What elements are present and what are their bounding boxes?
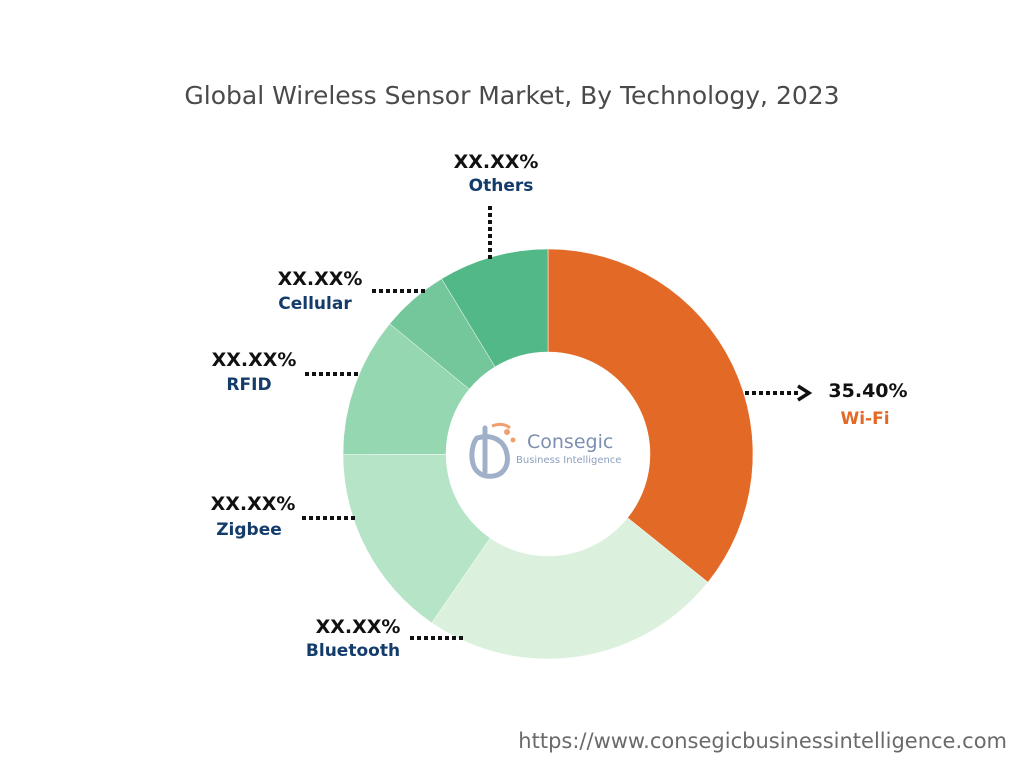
category-label-rfid: RFID <box>226 375 271 395</box>
donut-slices <box>342 248 754 660</box>
category-label-wi-fi: Wi-Fi <box>840 409 889 429</box>
slice-bluetooth <box>431 517 709 660</box>
category-label-others: Others <box>469 176 534 196</box>
consegic-logo: Consegic Business Intelligence <box>469 422 621 479</box>
slice-zigbee <box>342 454 491 624</box>
slice-labels: 35.40% Wi-Fi XX.XX% Bluetooth XX.XX% Zig… <box>211 151 908 661</box>
logo-name: Consegic <box>527 431 613 453</box>
arrowhead-icon <box>797 384 813 402</box>
chart-title: Global Wireless Sensor Market, By Techno… <box>184 81 839 110</box>
slice-wi-fi <box>547 248 754 583</box>
logo-tagline: Business Intelligence <box>516 455 621 466</box>
category-label-bluetooth: Bluetooth <box>306 641 400 661</box>
value-label-others: XX.XX% <box>454 151 539 173</box>
value-label-rfid: XX.XX% <box>212 349 297 371</box>
value-label-wi-fi: 35.40% <box>828 380 907 402</box>
value-label-cellular: XX.XX% <box>278 268 363 290</box>
category-label-cellular: Cellular <box>278 294 352 314</box>
value-label-zigbee: XX.XX% <box>211 493 296 515</box>
value-label-bluetooth: XX.XX% <box>316 616 401 638</box>
footer-url: https://www.consegicbusinessintelligence… <box>518 729 1007 753</box>
leader-lines <box>302 206 813 640</box>
category-label-zigbee: Zigbee <box>216 520 282 540</box>
slice-others <box>441 248 549 368</box>
logo-mark-icon <box>469 422 516 479</box>
